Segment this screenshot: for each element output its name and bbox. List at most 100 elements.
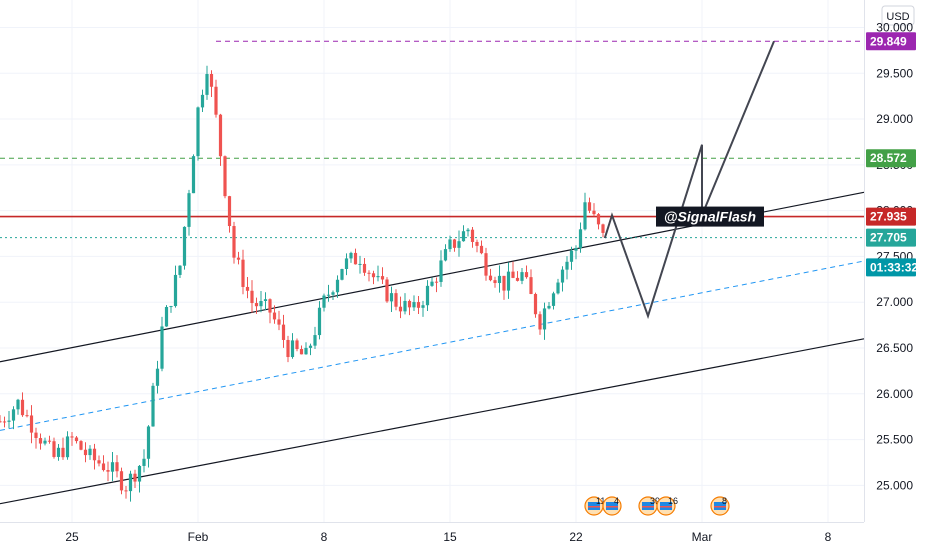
candle-body <box>173 274 178 307</box>
candle-body <box>97 460 101 464</box>
y-tick-label: 27.000 <box>876 295 913 309</box>
candle-body <box>349 252 353 259</box>
candle-body <box>596 214 601 225</box>
y-tick-label: 29.500 <box>876 66 913 80</box>
candle-body <box>421 305 425 308</box>
candle-body <box>529 277 533 294</box>
price-label: 27.935 <box>866 207 916 226</box>
candle-body <box>7 420 11 422</box>
price-label-bg <box>866 149 916 168</box>
economic-events[interactable]: 11 4 39 16 8 <box>584 496 730 516</box>
candle-body <box>92 448 97 461</box>
candle-body <box>29 415 34 433</box>
candle-body <box>403 300 407 312</box>
candle-body <box>227 196 232 227</box>
price-label-bg <box>866 207 916 226</box>
candle-body <box>254 303 259 307</box>
candle-body <box>470 229 475 242</box>
price-label-text: 29.849 <box>870 34 907 48</box>
candle-body <box>452 239 457 248</box>
event-flag-icon[interactable]: 4 <box>602 496 622 516</box>
candle-body <box>443 249 448 261</box>
candle-body <box>196 107 200 157</box>
candle-body <box>295 340 299 350</box>
watermark-text: @SignalFlash <box>664 209 756 225</box>
countdown-label-text: 01:33:32 <box>870 260 918 274</box>
candle-body <box>542 308 547 330</box>
x-tick-label: 22 <box>569 530 583 544</box>
projection-path[interactable] <box>603 40 775 320</box>
candle-body <box>569 250 574 262</box>
price-axis[interactable]: USD 25.00025.50026.00026.50027.00027.500… <box>0 0 915 523</box>
y-tick-label: 26.500 <box>876 341 913 355</box>
flag-stripe <box>588 506 600 508</box>
candlesticks <box>0 65 605 502</box>
candle-body <box>187 193 191 227</box>
candle-body <box>448 239 452 250</box>
candle-body <box>277 319 281 325</box>
event-count: 39 <box>650 496 660 506</box>
event-count: 16 <box>668 496 678 506</box>
candle-body <box>331 292 335 295</box>
candle-body <box>290 340 295 358</box>
y-tick-label: 29.000 <box>876 112 913 126</box>
candle-body <box>34 432 38 439</box>
time-axis[interactable]: 25 Feb 8 15 22 Mar 8 <box>65 530 831 544</box>
candle-body <box>250 290 254 304</box>
candle-body <box>538 314 542 330</box>
price-label-bg <box>866 228 916 247</box>
projection-line[interactable] <box>603 40 775 320</box>
candle-body <box>241 259 245 287</box>
candle-body <box>587 202 592 211</box>
candle-body <box>286 339 290 358</box>
candle-body <box>191 156 196 194</box>
event-flag-icon[interactable]: 11 <box>584 496 605 516</box>
x-tick-label: 8 <box>321 530 328 544</box>
candle-body <box>299 349 304 355</box>
candle-body <box>488 275 493 281</box>
candle-body <box>313 335 317 346</box>
candle-body <box>556 282 560 294</box>
candle-body <box>205 74 209 95</box>
candle-body <box>214 86 218 115</box>
candle-body <box>232 226 236 258</box>
candle-body <box>362 263 367 273</box>
candle-body <box>268 299 272 313</box>
event-count: 11 <box>596 496 605 506</box>
candle-body <box>367 272 371 274</box>
candle-body <box>533 293 538 315</box>
event-flag-icon[interactable]: 8 <box>710 496 730 516</box>
candle-body <box>466 229 470 232</box>
trendline[interactable] <box>0 338 865 505</box>
candle-body <box>407 300 412 308</box>
candle-body <box>520 272 524 281</box>
candle-body <box>457 241 461 248</box>
candle-body <box>56 447 61 457</box>
candle-body <box>583 202 587 230</box>
event-count: 4 <box>614 496 619 506</box>
candle-body <box>236 257 241 260</box>
candle-body <box>560 269 565 283</box>
event-flag-icon[interactable]: 16 <box>656 496 678 516</box>
currency-button[interactable]: USD <box>881 5 915 26</box>
candle-body <box>79 441 83 450</box>
candle-body <box>2 421 7 423</box>
x-tick-label: Mar <box>692 530 713 544</box>
flag-stripe <box>714 506 726 508</box>
y-tick-label: 25.000 <box>876 478 913 492</box>
candle-body <box>394 293 398 307</box>
candle-body <box>398 306 403 312</box>
trendline[interactable] <box>0 260 865 431</box>
price-label-text: 28.572 <box>870 151 907 165</box>
event-flag-icon[interactable]: 39 <box>638 496 660 516</box>
currency-label[interactable]: USD <box>886 11 909 23</box>
candle-body <box>43 440 47 444</box>
candle-body <box>506 271 511 291</box>
candle-body <box>524 272 529 278</box>
price-label-bg <box>866 32 916 51</box>
candle-body <box>83 449 88 456</box>
candle-body <box>115 462 119 472</box>
candle-body <box>133 473 137 482</box>
candle-body <box>317 307 322 336</box>
